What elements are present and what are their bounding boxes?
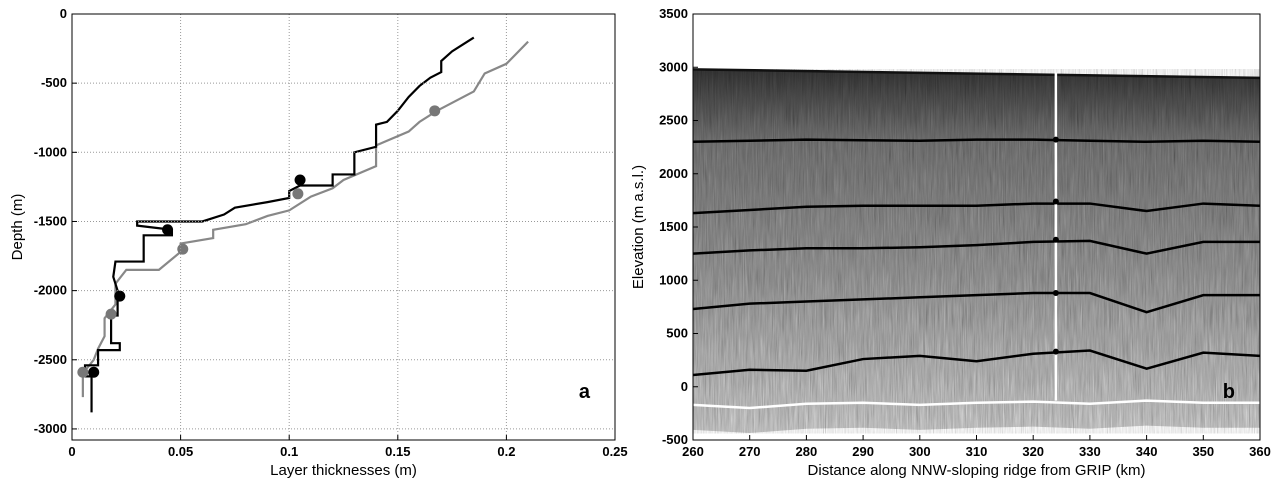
x-axis-label: Layer thicknesses (m)	[270, 462, 417, 479]
marker	[88, 366, 100, 378]
marker	[1052, 198, 1059, 205]
x-tick-label: 0.2	[497, 444, 515, 459]
y-tick-label: 3000	[659, 59, 688, 74]
marker	[105, 308, 117, 320]
radargram-shade	[693, 69, 1260, 434]
panel: -500 0 500 1000 1500 2000 2500 3000 3500 260 270 28…	[630, 6, 1271, 479]
x-tick-label: 310	[966, 444, 988, 459]
y-tick-label: 3500	[659, 6, 688, 21]
plot-area	[72, 14, 615, 440]
x-tick-label: 330	[1079, 444, 1101, 459]
data-line	[693, 399, 1260, 410]
y-axis-label: Elevation (m a.s.l.)	[630, 165, 647, 289]
surface-line	[693, 68, 1260, 80]
marker	[1052, 348, 1059, 355]
x-tick-label: 260	[682, 444, 704, 459]
marker	[77, 366, 89, 378]
plot-content	[77, 36, 529, 413]
y-tick-label: 2000	[659, 166, 688, 181]
marker	[162, 224, 174, 236]
plot-frame	[692, 13, 1261, 441]
y-tick-label: -500	[41, 75, 67, 90]
y-tick-label: 2500	[659, 113, 688, 128]
x-tick-label: 320	[1022, 444, 1044, 459]
x-tick-label: 360	[1249, 444, 1271, 459]
y-tick-label: 500	[666, 326, 688, 341]
x-tick-label: 300	[909, 444, 931, 459]
marker	[1052, 136, 1059, 143]
y-tick-label: -3000	[34, 421, 67, 436]
plot-content	[693, 68, 1260, 434]
data-line	[83, 36, 475, 413]
data-line	[81, 40, 529, 398]
y-tick-label: 1000	[659, 272, 688, 287]
marker	[177, 243, 189, 255]
x-tick-label: 0.05	[168, 444, 193, 459]
y-tick-label: -500	[662, 432, 688, 447]
y-axis-label: Depth (m)	[9, 194, 26, 261]
marker	[1052, 236, 1059, 243]
y-tick-label: -1500	[34, 213, 67, 228]
data-line	[693, 349, 1260, 377]
panel-label: b	[1223, 381, 1235, 403]
x-tick-label: 0.15	[385, 444, 410, 459]
x-tick-label: 270	[739, 444, 761, 459]
marker	[294, 174, 306, 186]
y-tick-label: -2000	[34, 283, 67, 298]
plot-frame	[71, 13, 616, 441]
x-tick-label: 0.25	[602, 444, 627, 459]
data-line	[693, 202, 1260, 215]
x-tick-label: 0.1	[280, 444, 298, 459]
marker	[429, 105, 441, 117]
y-tick-label: 1500	[659, 219, 688, 234]
x-axis-label: Distance along NNW-sloping ridge from GR…	[808, 462, 1146, 479]
data-line	[693, 291, 1260, 314]
x-tick-label: 290	[852, 444, 874, 459]
x-tick-label: 0	[68, 444, 75, 459]
marker	[292, 188, 304, 200]
y-tick-label: 0	[60, 6, 67, 21]
data-line	[693, 138, 1260, 144]
x-tick-label: 280	[796, 444, 818, 459]
y-tick-label: -1000	[34, 144, 67, 159]
panel-label: a	[579, 381, 591, 403]
marker	[1052, 290, 1059, 297]
x-tick-label: 340	[1136, 444, 1158, 459]
x-tick-label: 350	[1192, 444, 1214, 459]
marker	[114, 290, 126, 302]
y-tick-label: 0	[681, 379, 688, 394]
y-tick-label: -2500	[34, 352, 67, 367]
data-line	[693, 239, 1260, 255]
